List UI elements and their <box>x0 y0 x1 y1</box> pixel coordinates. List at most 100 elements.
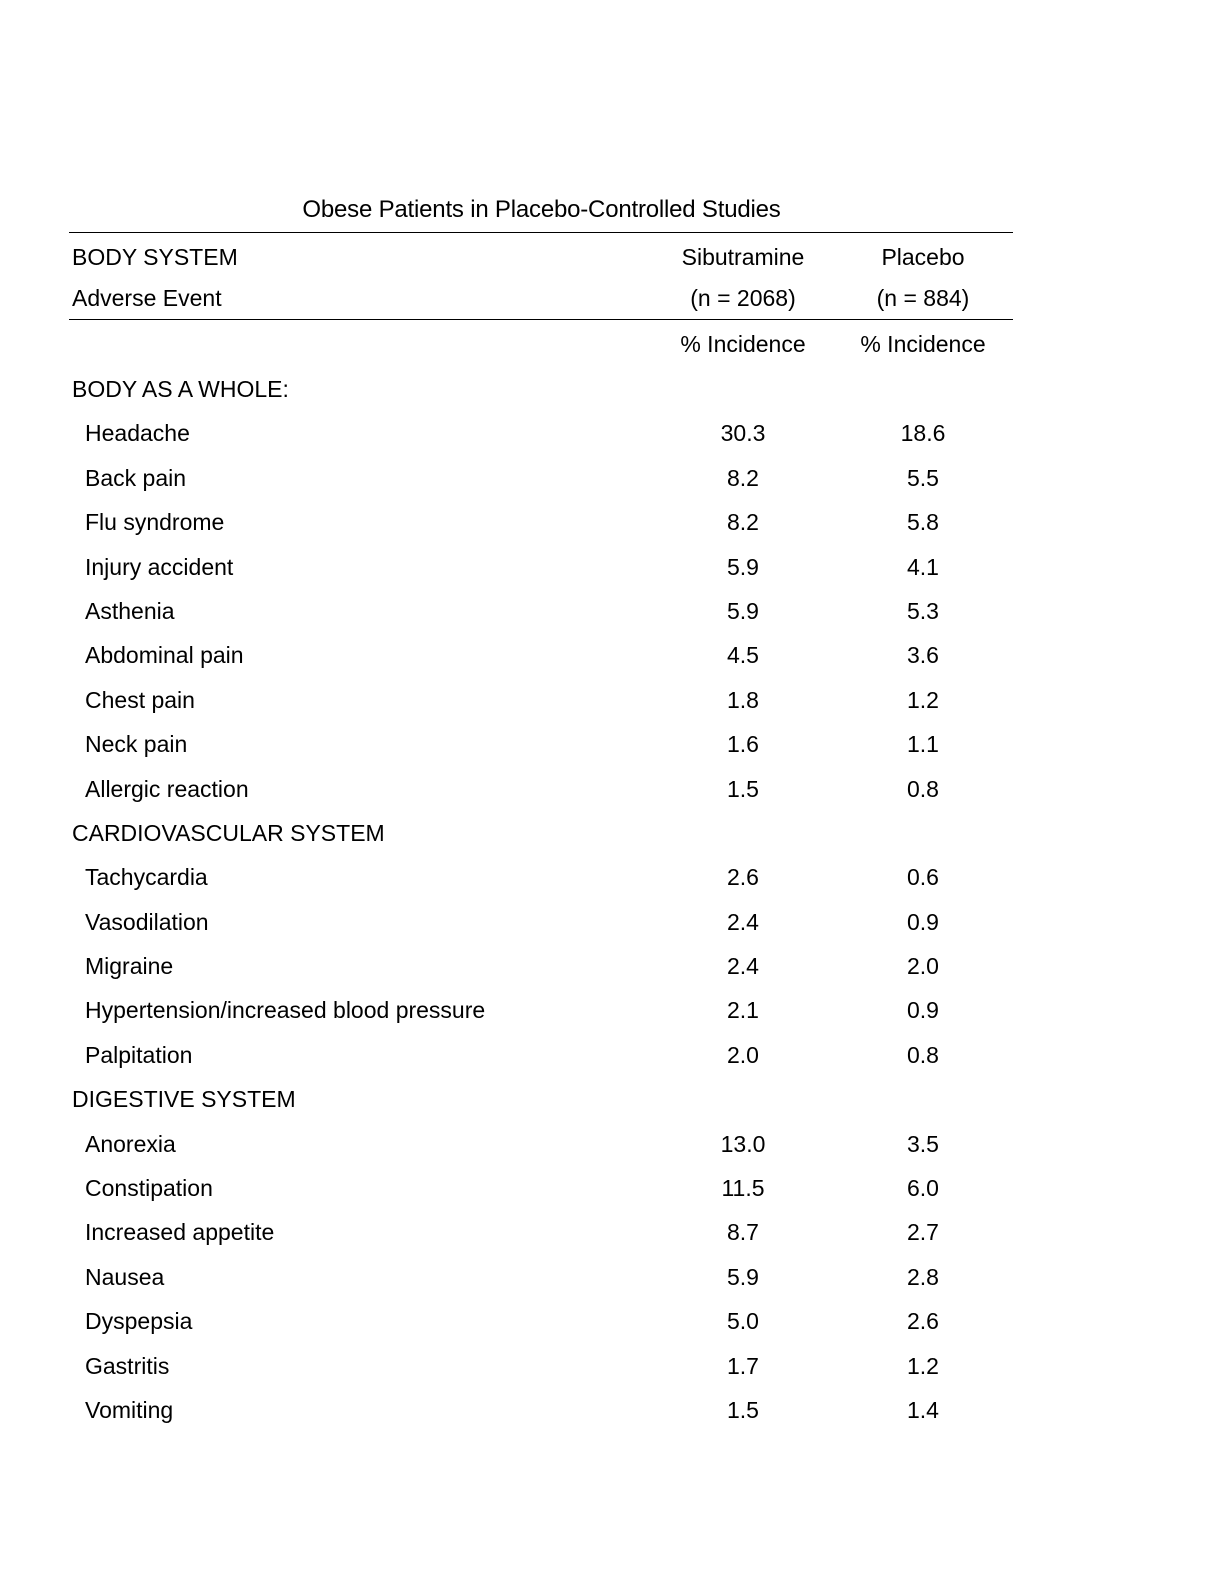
event-label: Asthenia <box>85 597 175 624</box>
sibutramine-value: 4.5 <box>727 642 759 669</box>
sibutramine-value: 2.4 <box>727 953 759 980</box>
placebo-value: 1.1 <box>907 731 939 758</box>
section-row: CARDIOVASCULAR SYSTEM <box>0 811 1224 855</box>
section-label: BODY AS A WHOLE: <box>72 376 289 402</box>
sibutramine-value: 2.6 <box>727 864 759 891</box>
placebo-value: 1.4 <box>907 1396 939 1423</box>
sibutramine-value: 2.4 <box>727 908 759 935</box>
header-placebo: Placebo <box>881 244 965 270</box>
placebo-value: 1.2 <box>907 686 939 713</box>
header-placebo-n: (n = 884) <box>876 285 970 311</box>
placebo-value: 2.7 <box>907 1219 939 1246</box>
table-row: Increased appetite 8.7 2.7 <box>0 1210 1224 1254</box>
table-row: Injury accident 5.9 4.1 <box>0 545 1224 589</box>
section-row: DIGESTIVE SYSTEM <box>0 1077 1224 1121</box>
placebo-value: 0.8 <box>907 775 939 802</box>
placebo-value: 0.6 <box>907 864 939 891</box>
table-row: Anorexia 13.0 3.5 <box>0 1122 1224 1166</box>
event-label: Back pain <box>85 464 187 491</box>
placebo-value: 4.1 <box>907 553 939 580</box>
sibutramine-value: 8.2 <box>727 464 759 491</box>
table-row: Vasodilation 2.4 0.9 <box>0 900 1224 944</box>
header-sibutramine: Sibutramine <box>681 244 805 270</box>
placebo-value: 5.5 <box>907 464 939 491</box>
event-label: Allergic reaction <box>85 775 249 802</box>
table-row: Dyspepsia 5.0 2.6 <box>0 1299 1224 1343</box>
placebo-value: 5.8 <box>907 509 939 536</box>
placebo-value: 0.8 <box>907 1041 939 1068</box>
table-row: Allergic reaction 1.5 0.8 <box>0 767 1224 811</box>
table-row: Nausea 5.9 2.8 <box>0 1255 1224 1299</box>
table-row: Headache 30.3 18.6 <box>0 411 1224 455</box>
sibutramine-value: 1.6 <box>727 731 759 758</box>
event-label: Vomiting <box>85 1396 174 1423</box>
event-label: Flu syndrome <box>85 509 225 536</box>
table-row: Asthenia 5.9 5.3 <box>0 589 1224 633</box>
header-placebo-unit: % Incidence <box>860 331 986 357</box>
table-row: Gastritis 1.7 1.2 <box>0 1344 1224 1388</box>
event-label: Constipation <box>85 1175 213 1202</box>
sibutramine-value: 5.9 <box>727 597 759 624</box>
event-label: Anorexia <box>85 1130 176 1157</box>
event-label: Vasodilation <box>85 908 209 935</box>
table-row: Constipation 11.5 6.0 <box>0 1166 1224 1210</box>
placebo-value: 2.0 <box>907 953 939 980</box>
placebo-value: 0.9 <box>907 997 939 1024</box>
table-row: Palpitation 2.0 0.8 <box>0 1033 1224 1077</box>
section-label: DIGESTIVE SYSTEM <box>72 1086 296 1113</box>
event-label: Injury accident <box>85 553 234 580</box>
event-label: Dyspepsia <box>85 1308 193 1335</box>
event-label: Increased appetite <box>85 1219 275 1246</box>
header-top-rule <box>69 232 1013 233</box>
placebo-value: 3.6 <box>907 642 939 669</box>
placebo-value: 2.6 <box>907 1308 939 1335</box>
placebo-value: 1.2 <box>907 1352 939 1379</box>
header-adverse-event: Adverse Event <box>72 285 222 311</box>
event-label: Neck pain <box>85 731 188 758</box>
table-row: Migraine 2.4 2.0 <box>0 944 1224 988</box>
table-row: Back pain 8.2 5.5 <box>0 456 1224 500</box>
sibutramine-value: 1.8 <box>727 686 759 713</box>
event-label: Migraine <box>85 953 174 980</box>
section-label: CARDIOVASCULAR SYSTEM <box>72 819 385 846</box>
placebo-value: 5.3 <box>907 597 939 624</box>
section-row: BODY AS A WHOLE: <box>0 367 1224 411</box>
sibutramine-value: 2.0 <box>727 1041 759 1068</box>
sibutramine-value: 1.7 <box>727 1352 759 1379</box>
placebo-value: 3.5 <box>907 1130 939 1157</box>
header-bottom-rule <box>69 319 1013 320</box>
sibutramine-value: 1.5 <box>727 775 759 802</box>
sibutramine-value: 5.9 <box>727 553 759 580</box>
table-row: Abdominal pain 4.5 3.6 <box>0 633 1224 677</box>
event-label: Abdominal pain <box>85 642 244 669</box>
sibutramine-value: 8.2 <box>727 509 759 536</box>
table-row: Chest pain 1.8 1.2 <box>0 678 1224 722</box>
sibutramine-value: 1.5 <box>727 1396 759 1423</box>
event-label: Headache <box>85 420 190 447</box>
placebo-value: 0.9 <box>907 908 939 935</box>
sibutramine-value: 2.1 <box>727 997 759 1024</box>
header-sibutramine-unit: % Incidence <box>680 331 806 357</box>
table-row: Tachycardia 2.6 0.6 <box>0 855 1224 899</box>
event-label: Tachycardia <box>85 864 208 891</box>
table-body: BODY AS A WHOLE: Headache 30.3 18.6 Back p… <box>0 367 1224 1432</box>
event-label: Palpitation <box>85 1041 193 1068</box>
header-sibutramine-n: (n = 2068) <box>690 285 796 311</box>
table-title: Obese Patients in Placebo-Controlled Stu… <box>302 196 781 223</box>
header-body-system: BODY SYSTEM <box>72 244 238 270</box>
event-label: Hypertension/increased blood pressure <box>85 997 486 1024</box>
table-row: Neck pain 1.6 1.1 <box>0 722 1224 766</box>
event-label: Chest pain <box>85 686 195 713</box>
sibutramine-value: 11.5 <box>721 1175 765 1202</box>
table-row: Flu syndrome 8.2 5.8 <box>0 500 1224 544</box>
placebo-value: 6.0 <box>907 1175 939 1202</box>
event-label: Nausea <box>85 1263 165 1290</box>
event-label: Gastritis <box>85 1352 170 1379</box>
table-row: Vomiting 1.5 1.4 <box>0 1388 1224 1432</box>
placebo-value: 2.8 <box>907 1263 939 1290</box>
sibutramine-value: 8.7 <box>727 1219 759 1246</box>
placebo-value: 18.6 <box>900 420 946 447</box>
sibutramine-value: 13.0 <box>720 1130 766 1157</box>
sibutramine-value: 30.3 <box>720 420 766 447</box>
